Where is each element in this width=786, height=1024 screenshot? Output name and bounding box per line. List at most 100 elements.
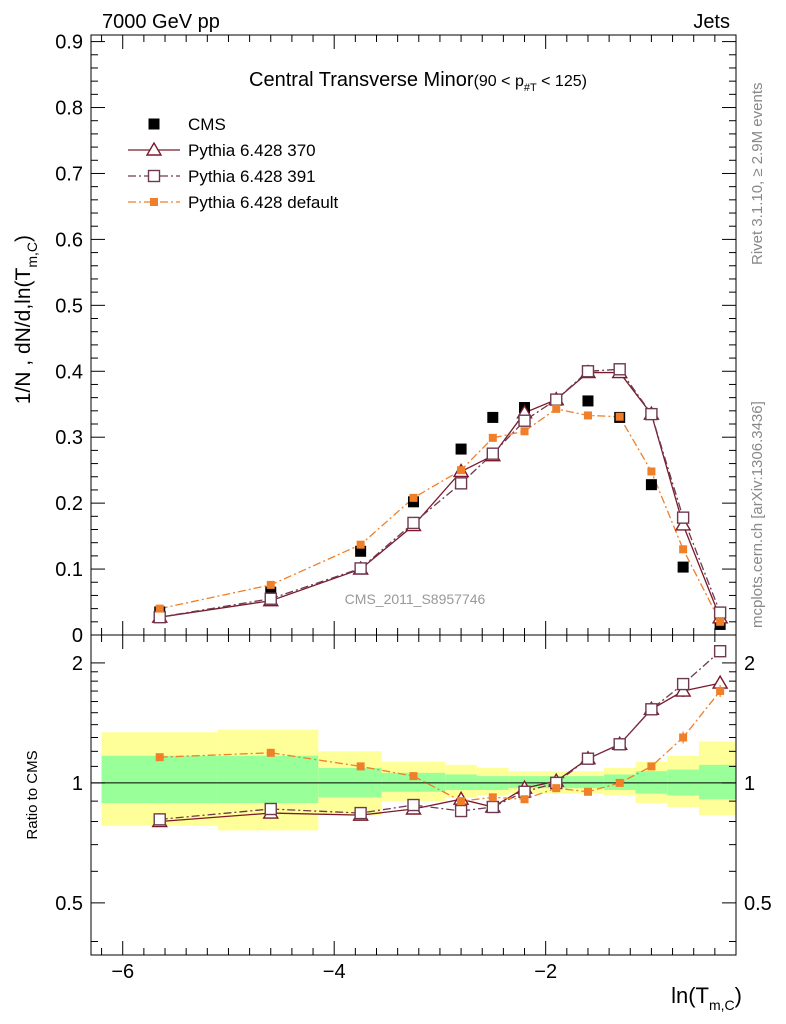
main-point-s3-9 [615,412,624,421]
main-series-line-2 [159,368,721,618]
ratio-point-s1-5 [486,800,500,814]
ratio-point-s1-8 [581,752,595,765]
main-point-s3-7 [552,404,561,413]
main-ytick-label-3: 0.3 [55,427,83,449]
main-point-s3-4 [457,466,466,475]
ratio-point-s2-11 [679,733,688,742]
main-point-s2-7 [550,393,563,406]
ratio-point-s2-2 [356,762,365,771]
main-series-line-1 [159,371,721,619]
main-point-s0-2 [355,545,367,557]
ratio-ytick-label-2: 2 [72,653,83,675]
ratio-ytick-label-right-1: 1 [744,773,755,795]
ratio-xtick-label-2: −2 [534,961,557,983]
main-point-s2-12 [713,606,727,619]
ratio-point-s1-9 [613,738,626,751]
main-point-s2-10 [645,407,658,421]
main-point-s0-4 [455,443,467,455]
main-point-s2-4 [454,477,468,490]
x-axis-label: ln(Tm,C) [671,983,742,1013]
main-point-s3-6 [520,427,529,436]
main-point-s2-9 [613,363,626,376]
main-ytick-label-6: 0.6 [55,229,83,251]
main-plot: 0 0.1 0.2 0.3 0.4 0.5 0.6 0.7 0.8 0.9 Central Tra… [12,32,737,647]
ratio-plot-frame [90,634,737,956]
main-point-s2-0 [153,610,166,624]
main-point-s1-11 [674,516,692,531]
legend-marker-2 [147,169,161,183]
main-point-s0-5 [487,411,499,423]
ratio-band-green-10 [635,771,668,794]
ratio-point-s2-5 [488,793,497,802]
main-series-line-3 [159,408,721,623]
ratio-ytick-label-1: 1 [72,773,83,795]
main-point-s0-1 [265,586,277,598]
ratio-point-s2-10 [647,762,656,771]
legend-marker-1 [145,141,163,156]
header-left: 7000 GeV pp [102,11,220,33]
main-point-s0-11 [677,561,689,573]
legend-label-3: Pythia 6.428 default [188,193,339,212]
header-right: Jets [693,11,730,33]
ratio-xtick-label-0: −6 [111,961,134,983]
main-point-s3-8 [583,411,592,420]
ratio-band-green-0 [101,755,218,804]
main-point-s3-12 [716,617,725,626]
ratio-point-s2-3 [409,772,418,781]
watermark: CMS_2011_S8957746 [345,591,486,607]
main-ytick-label-0: 0 [72,625,83,647]
legend-marker-0 [148,118,160,130]
ratio-point-s1-0 [153,813,166,826]
main-point-s0-10 [645,479,657,491]
ratio-ytick-label-right-0: 0.5 [744,893,772,915]
main-point-s3-3 [409,493,418,502]
ratio-point-s2-0 [155,753,164,762]
ratio-point-s1-12 [713,645,727,658]
main-ytick-label-2: 0.2 [55,493,83,515]
main-ytick-label-9: 0.9 [55,32,83,54]
ratio-band-green-3 [381,772,446,792]
legend-label-2: Pythia 6.428 391 [188,167,316,186]
main-point-s2-3 [407,516,420,530]
ratio-point-s2-4 [457,797,466,806]
legend-label-0: CMS [188,115,226,134]
main-point-s3-10 [647,467,656,476]
ratio-plot: 0.5 0.5 1 1 2 2 −6 −4 −2 Ratio to CMS ln(Tm,C) [24,634,772,1013]
chart-title: Central Transverse Minor(90 < p#T < 125) [249,69,587,94]
main-point-s2-5 [486,447,500,460]
ratio-point-s1-11 [676,677,690,691]
y-axis-label: 1/N , dN/d,ln(Tm,C) [12,235,40,404]
main-ytick-label-5: 0.5 [55,295,83,317]
main-point-s3-5 [488,433,497,442]
main-point-s3-0 [155,604,164,613]
main-point-s2-11 [676,511,690,524]
main-ytick-label-1: 0.1 [55,559,83,581]
main-ytick-label-7: 0.7 [55,163,83,185]
ratio-point-s1-10 [645,703,658,716]
ratio-point-s2-8 [583,787,592,796]
mcplots-label: mcplots.cern.ch [arXiv:1306.3436] [749,401,766,628]
ratio-point-s2-12 [716,687,725,696]
main-point-s0-8 [582,395,594,407]
ratio-point-s1-2 [354,806,367,820]
main-ytick-label-4: 0.4 [55,361,83,383]
ratio-ytick-label-0: 0.5 [55,893,83,915]
main-point-s2-6 [518,414,531,427]
ratio-point-s2-9 [615,778,624,787]
main-point-s3-1 [266,580,275,589]
legend: CMS Pythia 6.428 370 Pythia 6.428 391 Pythi… [128,115,339,212]
ratio-xtick-label-1: −4 [323,961,346,983]
ratio-point-s2-7 [552,784,561,793]
ratio-point-s2-1 [266,748,275,757]
ratio-band-green-1 [217,755,319,804]
legend-marker-3 [150,198,158,206]
ratio-point-s2-6 [520,795,529,804]
main-point-s3-2 [356,540,365,549]
ratio-point-s1-3 [407,798,420,812]
main-point-s2-8 [581,365,595,378]
ratio-band-green-8 [572,776,604,789]
ratio-band-green-4 [445,774,477,790]
ratio-band-green-12 [698,764,736,800]
ratio-point-s1-4 [454,804,468,818]
